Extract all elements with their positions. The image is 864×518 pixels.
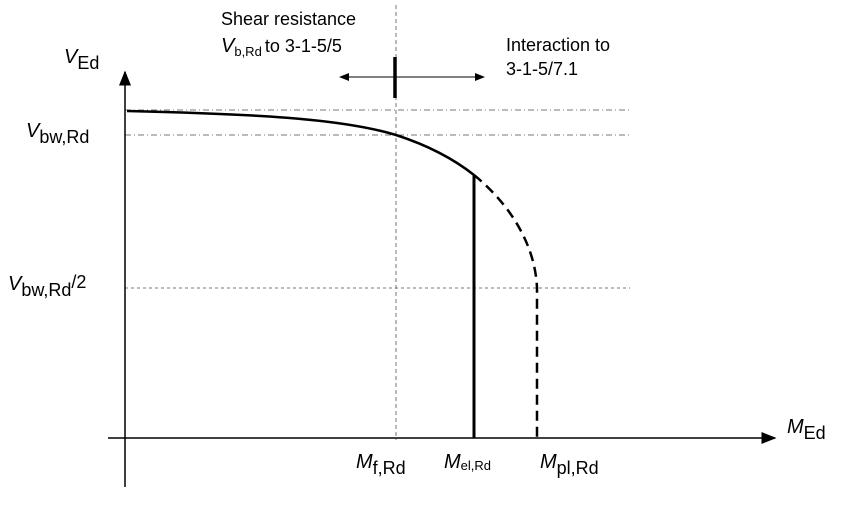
interaction-curve: [126, 109, 475, 176]
interaction-title: Interaction to: [506, 35, 610, 55]
x-label: Mf,Rd: [356, 451, 406, 478]
plastic-curve: [473, 174, 539, 438]
y-label: Vbw,Rd/2: [8, 272, 86, 300]
x-axis-label: MEd: [787, 416, 826, 443]
y-label: Vbw,Rd: [26, 120, 89, 147]
interaction-ref: 3-1-5/7.1: [506, 59, 578, 79]
x-label: Mpl,Rd: [540, 451, 599, 478]
shear-title: Shear resistance: [221, 9, 356, 29]
shear-ref: Vb,Rd to 3-1-5/5: [221, 35, 342, 59]
x-label: Mel,Rd: [444, 451, 491, 473]
y-axis-label: VEd: [64, 46, 99, 73]
